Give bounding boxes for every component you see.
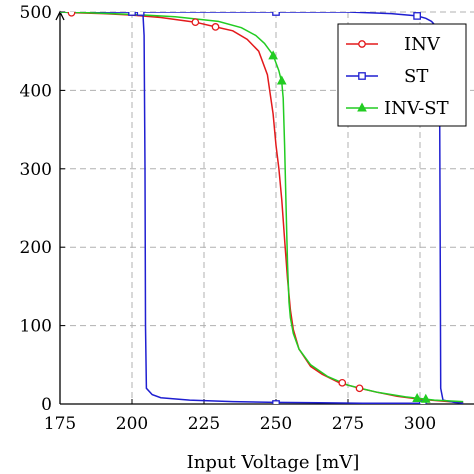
x-tick-label: 275 xyxy=(332,414,364,434)
marker-inv-st xyxy=(268,50,278,60)
x-axis-label: Input Voltage [mV] xyxy=(187,452,360,473)
marker-st xyxy=(272,12,280,16)
legend-label-inv: INV xyxy=(404,34,441,55)
marker-st xyxy=(136,12,145,16)
y-tick-label: 100 xyxy=(20,317,52,337)
marker-inv xyxy=(67,12,76,17)
y-tick-label: 300 xyxy=(20,160,52,180)
marker-inv-st xyxy=(412,392,422,403)
series-markers xyxy=(67,12,431,404)
legend-marker-inv-st xyxy=(357,102,367,112)
y-tick-label: 400 xyxy=(20,81,52,101)
legend-marker-inv xyxy=(358,40,366,48)
marker-inv-st xyxy=(276,75,287,85)
y-tick-label: 200 xyxy=(20,238,52,258)
marker-st xyxy=(272,400,280,404)
legend-label-inv-st: INV-ST xyxy=(384,98,449,119)
x-tick-label: 300 xyxy=(404,414,436,434)
x-tick-label: 175 xyxy=(44,414,76,434)
x-tick-label: 225 xyxy=(188,414,220,434)
legend: INV ST INV-ST xyxy=(337,23,467,127)
marker-inv xyxy=(211,23,220,31)
y-tick-label: 0 xyxy=(41,395,52,415)
legend-marker-st xyxy=(358,72,366,80)
y-tick-label: 500 xyxy=(20,3,52,23)
series-line-st-upper xyxy=(60,12,464,404)
tick-labels: 175 200 225 250 275 300 0 100 200 300 400 500 xyxy=(20,3,437,434)
marker-inv xyxy=(191,18,200,27)
marker-inv xyxy=(338,378,347,387)
legend-label-st: ST xyxy=(404,66,428,87)
marker-inv-st xyxy=(420,393,431,403)
marker-inv xyxy=(355,384,364,393)
x-tick-label: 200 xyxy=(116,414,148,434)
marker-st xyxy=(413,12,421,20)
x-tick-label: 250 xyxy=(260,414,292,434)
marker-st xyxy=(128,12,136,16)
